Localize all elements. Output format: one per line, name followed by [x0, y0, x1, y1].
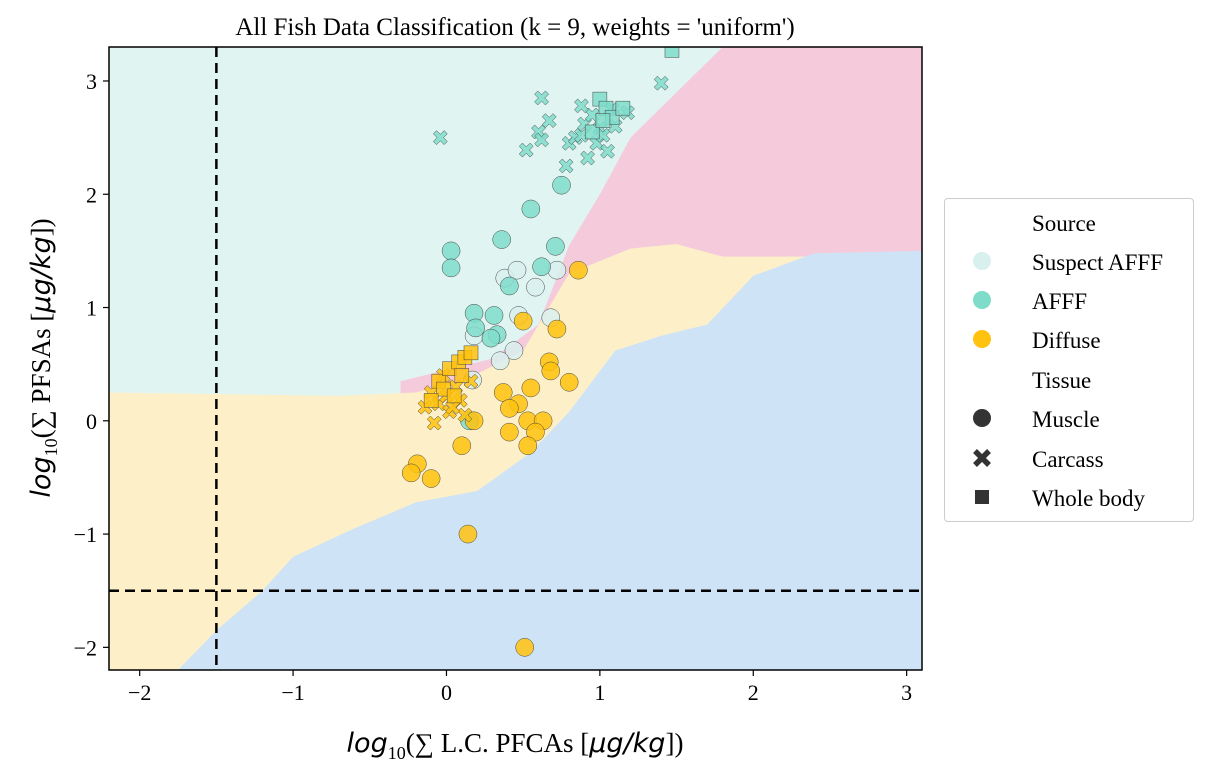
suspect-afff-marker-icon — [973, 252, 991, 270]
data-point-diffuse-muscle — [515, 638, 534, 657]
x-tick-label: −2 — [128, 680, 151, 705]
x-axis-label: log10(∑ L.C. PFCAs [μg/kg]) — [347, 728, 684, 763]
data-point-diffuse-muscle — [559, 373, 579, 392]
data-point-diffuse-whole-body — [454, 368, 470, 383]
data-point-afff-muscle — [484, 306, 504, 325]
diffuse-marker-icon — [973, 330, 991, 348]
data-point-diffuse-muscle — [569, 260, 588, 280]
plot-area — [109, 47, 922, 670]
data-point-afff-carcass — [653, 75, 669, 91]
y-tick-label: 1 — [86, 296, 97, 321]
data-point-diffuse-muscle — [421, 469, 441, 488]
data-point-afff-whole-body — [584, 124, 600, 140]
y-tick-label: −2 — [74, 635, 97, 660]
data-point-suspect-afff-muscle — [547, 260, 567, 280]
legend-suspect-afff-label: Suspect AFFF — [1032, 250, 1164, 275]
data-point-afff-carcass — [600, 143, 615, 159]
data-point-suspect-afff-muscle — [507, 260, 527, 280]
data-point-diffuse-muscle — [547, 319, 567, 339]
data-point-afff-muscle — [552, 175, 571, 195]
data-point-afff-muscle — [546, 237, 565, 256]
legend-carcass-label: Carcass — [1032, 447, 1104, 472]
data-point-afff-muscle — [441, 258, 461, 278]
region-blue — [178, 250, 922, 670]
whole-body-square-icon — [975, 490, 989, 504]
x-axis-ticks: −2 −1 0 1 2 3 — [128, 670, 912, 705]
data-point-afff-muscle — [466, 318, 485, 338]
x-tick-label: −1 — [281, 680, 304, 705]
data-point-afff-whole-body — [595, 113, 611, 128]
data-point-afff-carcass — [534, 132, 549, 148]
data-point-afff-carcass — [518, 142, 534, 158]
x-tick-label: 1 — [594, 680, 605, 705]
legend-item-suspect-afff: Suspect AFFF — [945, 246, 1193, 276]
y-tick-label: −1 — [74, 522, 97, 547]
data-point-afff-muscle — [532, 257, 551, 276]
data-point-diffuse-muscle — [401, 463, 421, 483]
legend-item-whole-body: Whole body — [945, 482, 1193, 512]
data-point-afff-carcass — [541, 113, 557, 128]
data-point-diffuse-whole-body — [423, 393, 439, 408]
data-point-diffuse-muscle — [500, 422, 519, 442]
y-tick-label: 2 — [86, 182, 97, 207]
data-point-diffuse-muscle — [493, 383, 513, 402]
legend-header-source: Source — [945, 207, 1193, 237]
y-axis-ticks: −2 −1 0 1 2 3 — [74, 69, 109, 660]
legend-diffuse-label: Diffuse — [1032, 328, 1101, 353]
data-point-suspect-afff-muscle — [490, 351, 510, 371]
x-tick-label: 2 — [748, 680, 759, 705]
x-tick-label: 3 — [901, 680, 912, 705]
legend-tissue-header: Tissue — [1032, 368, 1092, 393]
data-point-diffuse-carcass — [445, 399, 460, 415]
data-point-afff-carcass — [580, 150, 595, 166]
chart-title: All Fish Data Classification (k = 9, wei… — [235, 14, 794, 41]
data-point-afff-whole-body — [664, 47, 680, 58]
legend-item-afff: AFFF — [945, 285, 1193, 315]
data-point-afff-carcass — [534, 90, 549, 106]
data-point-diffuse-muscle — [500, 399, 519, 418]
y-axis-label: log10(∑ PFSAs [μg/kg]) — [26, 218, 61, 497]
data-point-diffuse-muscle — [518, 436, 538, 455]
legend-item-carcass: Carcass — [945, 443, 1193, 473]
data-point-diffuse-muscle — [513, 311, 533, 331]
legend-muscle-label: Muscle — [1032, 407, 1100, 432]
y-tick-label: 3 — [86, 69, 97, 94]
legend-source-header: Source — [1032, 211, 1096, 236]
data-point-afff-whole-body — [615, 100, 631, 116]
data-point-afff-muscle — [441, 241, 461, 261]
data-point-afff-muscle — [521, 199, 541, 219]
data-point-diffuse-muscle — [458, 524, 478, 544]
data-point-afff-muscle — [500, 276, 519, 296]
data-point-diffuse-whole-body — [463, 345, 479, 361]
legend-item-muscle: Muscle — [945, 403, 1193, 433]
data-point-suspect-afff-muscle — [504, 341, 524, 360]
data-point-diffuse-whole-body — [446, 388, 462, 404]
muscle-circle-icon — [973, 409, 991, 427]
legend-item-diffuse: Diffuse — [945, 324, 1193, 354]
data-point-diffuse-carcass — [426, 415, 442, 431]
data-point-diffuse-muscle — [521, 378, 541, 398]
data-point-diffuse-muscle — [541, 361, 561, 381]
legend: Source Suspect AFFF AFFF Diffuse Tissue … — [944, 198, 1194, 522]
x-tick-label: 0 — [441, 680, 452, 705]
afff-marker-icon — [973, 291, 991, 309]
data-point-afff-muscle — [492, 230, 511, 249]
data-point-afff-muscle — [481, 328, 501, 348]
data-point-afff-carcass — [432, 130, 448, 145]
data-point-afff-carcass — [558, 158, 574, 174]
legend-whole-body-label: Whole body — [1032, 486, 1146, 511]
plot-frame — [108, 46, 923, 671]
data-points — [401, 47, 680, 657]
data-point-diffuse-carcass — [457, 407, 473, 423]
legend-afff-label: AFFF — [1032, 289, 1087, 314]
data-point-suspect-afff-muscle — [526, 277, 545, 297]
data-point-afff-carcass — [574, 98, 589, 114]
carcass-x-icon — [973, 449, 991, 467]
legend-header-tissue: Tissue — [945, 364, 1193, 394]
y-tick-label: 0 — [86, 409, 97, 434]
data-point-diffuse-muscle — [452, 436, 472, 455]
